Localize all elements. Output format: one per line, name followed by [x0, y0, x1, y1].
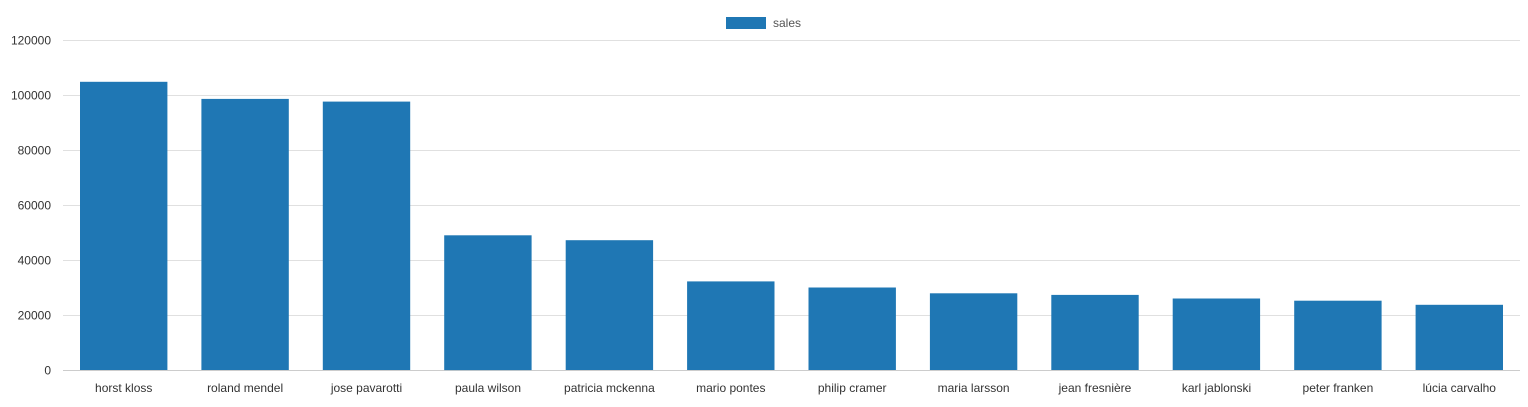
bar-patricia-mckenna[interactable] — [565, 240, 654, 370]
y-tick-label: 60000 — [18, 199, 52, 213]
y-tick-label: 40000 — [18, 254, 52, 268]
x-tick-label: paula wilson — [455, 381, 521, 395]
bars — [80, 81, 1503, 371]
x-tick-label: roland mendel — [207, 381, 283, 395]
bar-maria-larsson[interactable] — [929, 293, 1018, 370]
y-tick-label: 120000 — [11, 34, 51, 48]
x-tick-label: jose pavarotti — [330, 381, 402, 395]
bar-karl-jablonski[interactable] — [1172, 298, 1261, 371]
bar-lúcia-carvalho[interactable] — [1415, 304, 1503, 370]
legend[interactable]: sales — [726, 16, 801, 30]
bar-roland-mendel[interactable] — [201, 98, 289, 371]
y-tick-label: 80000 — [18, 144, 52, 158]
x-tick-label: horst kloss — [95, 381, 152, 395]
y-tick-label: 20000 — [18, 309, 52, 323]
bar-philip-cramer[interactable] — [808, 287, 896, 371]
y-tick-label: 0 — [44, 364, 51, 378]
x-axis: horst kloss roland mendel jose pavarotti pa… — [95, 381, 1496, 395]
legend-swatch-sales — [726, 17, 766, 29]
bar-paula-wilson[interactable] — [444, 235, 532, 371]
x-tick-label: maria larsson — [938, 381, 1010, 395]
legend-label-sales: sales — [773, 16, 801, 30]
gridlines — [63, 40, 1520, 371]
x-tick-label: philip cramer — [818, 381, 887, 395]
x-tick-label: lúcia carvalho — [1423, 381, 1497, 395]
bar-horst-kloss[interactable] — [80, 81, 168, 371]
bar-jose-pavarotti[interactable] — [322, 101, 411, 370]
bar-jean-fresnière[interactable] — [1051, 294, 1139, 370]
y-tick-label: 100000 — [11, 89, 51, 103]
x-tick-label: patricia mckenna — [564, 381, 655, 395]
x-tick-label: jean fresnière — [1058, 381, 1132, 395]
x-tick-label: karl jablonski — [1182, 381, 1251, 395]
x-tick-label: peter franken — [1303, 381, 1374, 395]
y-axis: 0 20000 40000 60000 80000 100000 120000 — [11, 34, 51, 378]
bar-peter-franken[interactable] — [1294, 300, 1382, 370]
x-tick-label: mario pontes — [696, 381, 765, 395]
bar-mario-pontes[interactable] — [687, 281, 775, 370]
